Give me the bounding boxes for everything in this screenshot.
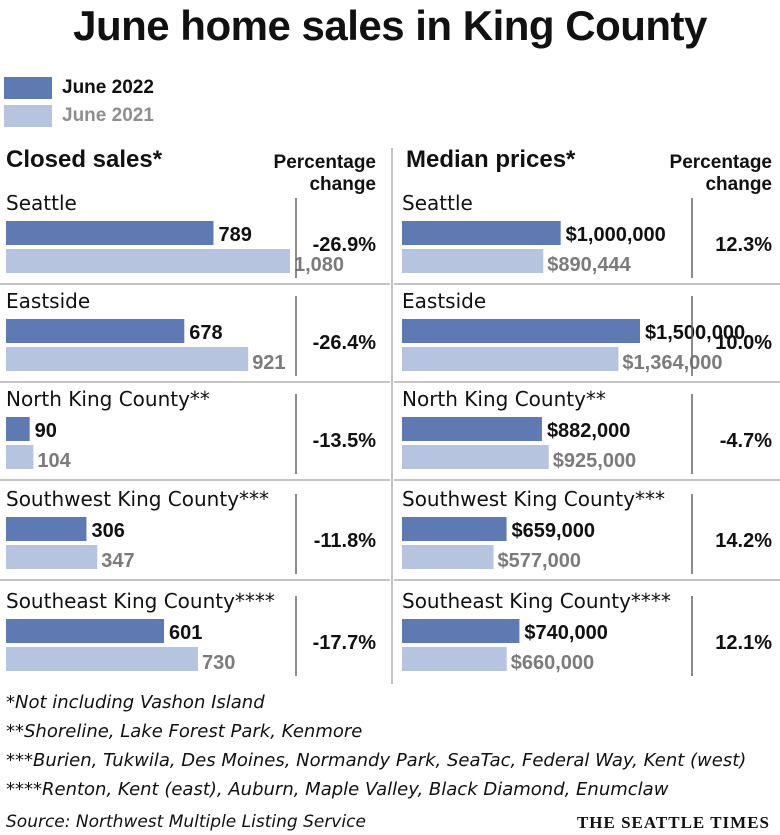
median-price-bar-2022-southeast-king-county [402,619,520,643]
closed-sales-bar-2021-eastside [6,347,249,371]
closed-sales-value-2021-seattle: 1,080 [294,254,344,276]
closed-sales-value-2022-southwest-king-county: 306 [91,520,124,542]
median-price-value-2021-eastside: $1,364,000 [622,352,722,374]
legend-label-2021: June 2021 [62,105,154,126]
median-price-region-label-southeast-king-county: Southeast King County**** [402,589,671,613]
median-price-value-2022-north-king-county: $882,000 [547,420,630,442]
median-price-region-label-north-king-county: North King County** [402,387,606,411]
chart-title: June home sales in King County [73,2,707,49]
closed-sales-bar-2022-southwest-king-county [6,517,87,541]
median-price-bar-2022-north-king-county [402,417,542,441]
closed-sales-region-label-southwest-king-county: Southwest King County*** [6,487,269,511]
pct-heading-line1: Percentage [669,152,772,173]
closed-sales-heading: Closed sales* [6,146,163,173]
closed-sales-value-2021-eastside: 921 [252,352,285,374]
closed-sales-value-2021-north-king-county: 104 [37,450,71,472]
pct-heading-line2: change [705,174,772,195]
pct-heading-line1: Percentage [273,152,376,173]
closed-sales-region-label-eastside: Eastside [6,289,90,313]
closed-sales-pct-change-seattle: -26.9% [313,234,377,256]
median-price-bar-2021-southwest-king-county [402,545,494,569]
median-price-bar-2021-eastside [402,347,619,371]
median-price-value-2021-southwest-king-county: $577,000 [498,550,581,572]
median-price-pct-change-southeast-king-county: 12.1% [715,632,772,654]
closed-sales-value-2022-north-king-county: 90 [35,420,57,442]
legend-item-2022: June 2022 [4,77,154,99]
closed-sales-bar-2021-southwest-king-county [6,545,98,569]
legend-swatch-2021 [4,105,52,127]
footnote-3: ***Burien, Tukwila, Des Moines, Normandy… [6,750,747,771]
median-price-pct-change-southwest-king-county: 14.2% [715,530,772,552]
closed-sales-region-label-southeast-king-county: Southeast King County**** [6,589,275,613]
legend-item-2021: June 2021 [4,105,154,127]
closed-sales-bar-2022-north-king-county [6,417,30,441]
closed-sales-value-2022-southeast-king-county: 601 [169,622,202,644]
closed-sales-value-2022-eastside: 678 [189,322,222,344]
median-price-bar-2022-southwest-king-county [402,517,507,541]
median-price-pct-change-eastside: 10.0% [715,332,772,354]
closed-sales-pct-heading: Percentage change [274,152,376,196]
legend-label-2022: June 2022 [62,77,154,98]
footnote-1: *Not including Vashon Island [6,692,265,713]
closed-sales-value-2021-southwest-king-county: 347 [101,550,134,572]
median-price-bar-2022-eastside [402,319,640,343]
closed-sales-value-2021-southeast-king-county: 730 [202,652,235,674]
closed-sales-bar-2022-eastside [6,319,185,343]
source-note: Source: Northwest Multiple Listing Servi… [6,812,366,832]
closed-sales-pct-change-eastside: -26.4% [313,332,377,354]
pct-heading-line2: change [309,174,376,195]
closed-sales-bar-2021-north-king-county [6,445,34,469]
legend-swatch-2022 [4,77,52,99]
median-price-value-2022-southeast-king-county: $740,000 [524,622,607,644]
closed-sales-pct-change-southeast-king-county: -17.7% [313,632,377,654]
closed-sales-bar-2022-seattle [6,221,214,245]
median-price-value-2021-north-king-county: $925,000 [553,450,636,472]
median-price-value-2022-eastside: $1,500,000 [645,322,745,344]
median-price-value-2022-southwest-king-county: $659,000 [512,520,595,542]
closed-sales-bar-2022-southeast-king-county [6,619,165,643]
closed-sales-region-label-north-king-county: North King County** [6,387,210,411]
median-price-bar-2021-north-king-county [402,445,549,469]
median-price-value-2021-seattle: $890,444 [547,254,631,276]
closed-sales-pct-change-north-king-county: -13.5% [313,430,377,452]
median-price-region-label-southwest-king-county: Southwest King County*** [402,487,665,511]
median-price-bar-2021-southeast-king-county [402,647,507,671]
closed-sales-bar-2021-seattle [6,249,290,273]
closed-sales-value-2022-seattle: 789 [218,224,251,246]
median-price-pct-change-north-king-county: -4.7% [720,430,772,452]
closed-sales-bar-2021-southeast-king-county [6,647,198,671]
median-price-region-label-eastside: Eastside [402,289,486,313]
median-price-region-label-seattle: Seattle [402,191,473,215]
median-prices-heading: Median prices* [406,146,576,173]
median-price-bar-2022-seattle [402,221,561,245]
footnote-4: ****Renton, Kent (east), Auburn, Maple V… [6,779,669,800]
footnote-2: **Shoreline, Lake Forest Park, Kenmore [6,721,363,742]
closed-sales-pct-change-southwest-king-county: -11.8% [314,530,376,552]
median-price-value-2021-southeast-king-county: $660,000 [511,652,594,674]
median-prices-pct-heading: Percentage change [670,152,772,196]
closed-sales-region-label-seattle: Seattle [6,191,77,215]
publisher-logo: THE SEATTLE TIMES [576,813,770,832]
median-price-value-2022-seattle: $1,000,000 [566,224,666,246]
median-price-bar-2021-seattle [402,249,544,273]
median-price-pct-change-seattle: 12.3% [715,234,772,256]
